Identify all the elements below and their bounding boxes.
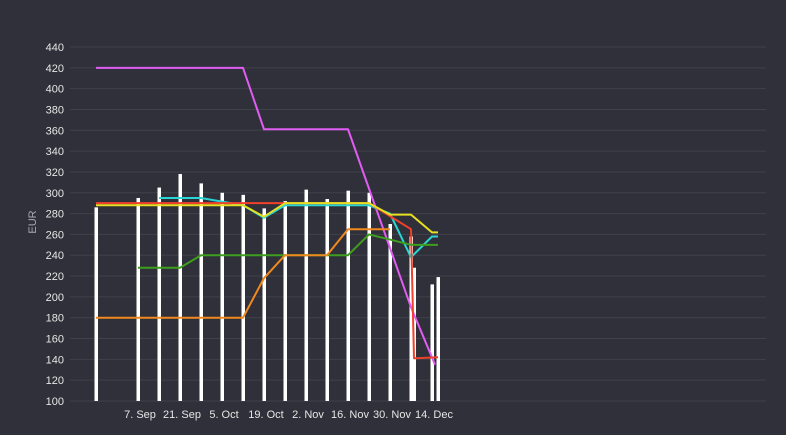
series-line-magenta: [96, 66, 436, 365]
y-axis-title: EUR: [27, 210, 39, 233]
bar: [157, 187, 161, 401]
y-tick-label: 320: [46, 167, 64, 179]
x-tick-label: 30. Nov: [373, 409, 411, 421]
bar-series: [94, 174, 440, 401]
bar: [436, 277, 440, 401]
bar: [199, 183, 203, 401]
bar: [94, 207, 98, 401]
bar: [136, 197, 140, 401]
y-tick-label: 380: [46, 104, 64, 116]
grid-lines: [70, 46, 766, 402]
bar: [430, 284, 434, 401]
x-tick-label: 19. Oct: [248, 409, 283, 421]
bar: [178, 174, 182, 401]
y-tick-label: 200: [46, 292, 64, 304]
y-tick-label: 400: [46, 84, 64, 96]
y-tick-label: 240: [46, 250, 64, 262]
y-tick-label: 140: [46, 354, 64, 366]
line-series: [96, 66, 439, 365]
bar: [283, 201, 287, 401]
bar: [388, 224, 392, 401]
y-tick-label: 360: [46, 125, 64, 137]
x-tick-label: 21. Sep: [163, 409, 201, 421]
x-tick-label: 7. Sep: [124, 409, 156, 421]
y-tick-label: 100: [46, 396, 64, 408]
bar: [241, 194, 245, 401]
y-tick-label: 420: [46, 63, 64, 75]
y-tick-label: 220: [46, 271, 64, 283]
y-tick-label: 160: [46, 334, 64, 346]
y-tick-label: 280: [46, 209, 64, 221]
y-tick-label: 440: [46, 42, 64, 54]
y-tick-label: 260: [46, 229, 64, 241]
bar: [220, 192, 224, 401]
y-tick-label: 340: [46, 146, 64, 158]
series-line-yellow: [96, 202, 438, 234]
series-line-orange: [96, 228, 390, 319]
bar: [346, 190, 350, 401]
bar: [367, 192, 371, 401]
bar: [409, 236, 413, 401]
y-axis-ticks: 100 120 140 160 180 200 220 240 260 280 300 320 340 3…: [46, 42, 64, 408]
bar: [325, 199, 329, 401]
bar: [304, 189, 308, 401]
bar: [262, 208, 266, 401]
x-tick-label: 14. Dec: [415, 409, 453, 421]
series-line-green: [138, 233, 438, 269]
series-line-cyan: [159, 196, 438, 259]
series-line-red: [96, 202, 439, 360]
x-axis-ticks: 7. Sep 21. Sep 5. Oct 19. Oct 2. Nov 16. Nov 3…: [124, 409, 453, 421]
x-tick-label: 16. Nov: [331, 409, 369, 421]
y-tick-label: 120: [46, 375, 64, 387]
x-tick-label: 5. Oct: [209, 409, 238, 421]
x-tick-label: 2. Nov: [292, 409, 324, 421]
y-tick-label: 180: [46, 313, 64, 325]
y-tick-label: 300: [46, 188, 64, 200]
